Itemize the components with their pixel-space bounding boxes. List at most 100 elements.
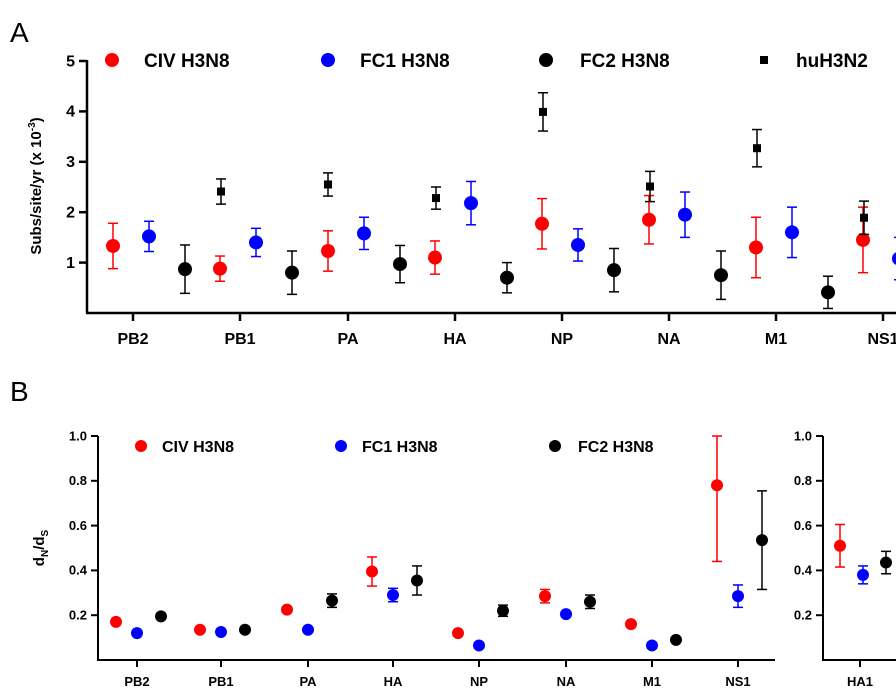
a-point-fc1 — [678, 191, 692, 239]
circle-marker — [357, 226, 371, 241]
panel-label-b: B — [10, 376, 29, 407]
panel-a-y-ticks: 1 2 3 4 5 — [66, 53, 87, 272]
a-point-civ — [428, 240, 442, 275]
circle-marker — [321, 244, 335, 259]
panel-c-y-ticks: 0.2 0.4 0.6 0.8 1.0 — [794, 428, 823, 623]
b-point-civ — [711, 435, 723, 563]
circle-marker — [452, 627, 464, 640]
b-category-label: PA — [299, 674, 317, 689]
a-category-label: M1 — [765, 331, 787, 348]
circle-marker — [670, 633, 682, 646]
b-category-label: PB2 — [124, 674, 149, 689]
a-point-fc2 — [607, 247, 621, 293]
panel-b-y-label-sub-s: S — [40, 529, 51, 536]
panel-c-data-marks — [834, 523, 892, 585]
a-y-tick-label: 1 — [66, 255, 75, 272]
circle-marker — [821, 285, 835, 300]
b-y-tick-label: 1.0 — [69, 428, 87, 443]
circle-marker — [711, 479, 723, 492]
a-point-fc1 — [142, 220, 156, 253]
b-point-fc2 — [584, 594, 596, 610]
a-point-huh3n2 — [431, 186, 441, 210]
panel-a-y-label-tail: ) — [28, 117, 45, 122]
circle-marker — [646, 639, 658, 652]
circle-marker — [178, 262, 192, 277]
a-point-fc1 — [249, 227, 263, 258]
a-category-label: NA — [657, 331, 681, 348]
a-point-huh3n2 — [216, 178, 226, 205]
b-point-fc1 — [473, 639, 485, 652]
legend-b-civ-label: CIV H3N8 — [162, 439, 234, 456]
circle-marker — [571, 237, 585, 252]
b-y-tick-label: 0.6 — [69, 518, 87, 533]
a-point-huh3n2 — [323, 172, 333, 197]
a-category-label: HA — [443, 331, 467, 348]
square-marker — [539, 107, 547, 116]
circle-marker — [497, 604, 509, 617]
a-point-huh3n2 — [752, 128, 762, 168]
panel-b-y-label-d: d — [31, 557, 48, 566]
b-category-label: PB1 — [208, 674, 233, 689]
circle-marker — [607, 263, 621, 278]
panel-label-a: A — [10, 17, 29, 48]
circle-marker — [215, 626, 227, 638]
a-point-fc2 — [285, 250, 299, 296]
circle-marker — [732, 590, 744, 603]
b-point-fc1 — [302, 623, 314, 636]
c-y-tick-label: 0.2 — [794, 608, 812, 623]
a-point-huh3n2 — [538, 92, 548, 132]
circle-marker — [281, 603, 293, 616]
b-point-fc2 — [155, 610, 167, 623]
legend-a-fc2-label: FC2 H3N8 — [580, 51, 670, 72]
legend-b-fc2-label: FC2 H3N8 — [578, 439, 654, 456]
b-point-fc2 — [326, 593, 338, 609]
b-point-fc1 — [387, 587, 399, 603]
legend-a-fc1-label: FC1 H3N8 — [360, 51, 450, 72]
b-y-tick-label: 0.4 — [69, 563, 88, 578]
legend-panel-a: CIV H3N8 FC1 H3N8 FC2 H3N8 huH3N2 — [105, 51, 868, 72]
circle-marker — [411, 574, 423, 587]
panel-c-axes: 0.2 0.4 0.6 0.8 1.0 HA1 — [794, 428, 896, 689]
circle-marker — [625, 618, 637, 631]
a-point-fc1 — [571, 228, 585, 262]
circle-marker — [856, 232, 870, 247]
c-y-tick-label: 0.4 — [794, 563, 813, 578]
a-point-civ — [213, 255, 227, 282]
a-point-fc2 — [714, 250, 728, 301]
a-point-civ — [642, 194, 656, 245]
c-category-label: HA1 — [847, 674, 873, 689]
circle-marker — [239, 623, 251, 636]
circle-marker — [473, 639, 485, 652]
panel-b-y-ticks: 0.2 0.4 0.6 0.8 1.0 — [69, 428, 98, 623]
b-category-label: NA — [557, 674, 576, 689]
a-point-civ — [321, 230, 335, 272]
b-point-civ — [539, 588, 551, 604]
b-point-civ — [110, 615, 122, 628]
circle-marker — [249, 235, 263, 250]
b-point-fc2 — [670, 633, 682, 646]
b-point-civ — [194, 623, 206, 636]
square-marker — [753, 144, 761, 153]
circle-marker — [155, 610, 167, 623]
b-category-label: HA — [384, 674, 403, 689]
circle-marker — [880, 556, 892, 569]
panel-b-data-marks — [110, 435, 768, 652]
circle-marker — [584, 595, 596, 608]
legend-a-hu-label: huH3N2 — [796, 51, 868, 72]
b-point-civ — [281, 603, 293, 616]
square-marker — [324, 180, 332, 189]
b-point-fc1 — [215, 626, 227, 638]
circle-marker — [106, 238, 120, 253]
a-category-label: NP — [551, 331, 574, 348]
legend-a-hu-marker — [760, 56, 768, 64]
c-y-tick-label: 0.8 — [794, 473, 812, 488]
legend-a-civ-label: CIV H3N8 — [144, 51, 230, 72]
a-category-label: PB2 — [117, 331, 148, 348]
b-point-civ — [366, 556, 378, 587]
a-y-tick-label: 2 — [66, 205, 75, 222]
panel-b-y-label: dN/dS — [31, 529, 51, 566]
a-category-label: NS1 — [867, 331, 896, 348]
b-point-civ — [452, 627, 464, 640]
circle-marker — [749, 240, 763, 255]
a-point-fc1 — [785, 206, 799, 259]
